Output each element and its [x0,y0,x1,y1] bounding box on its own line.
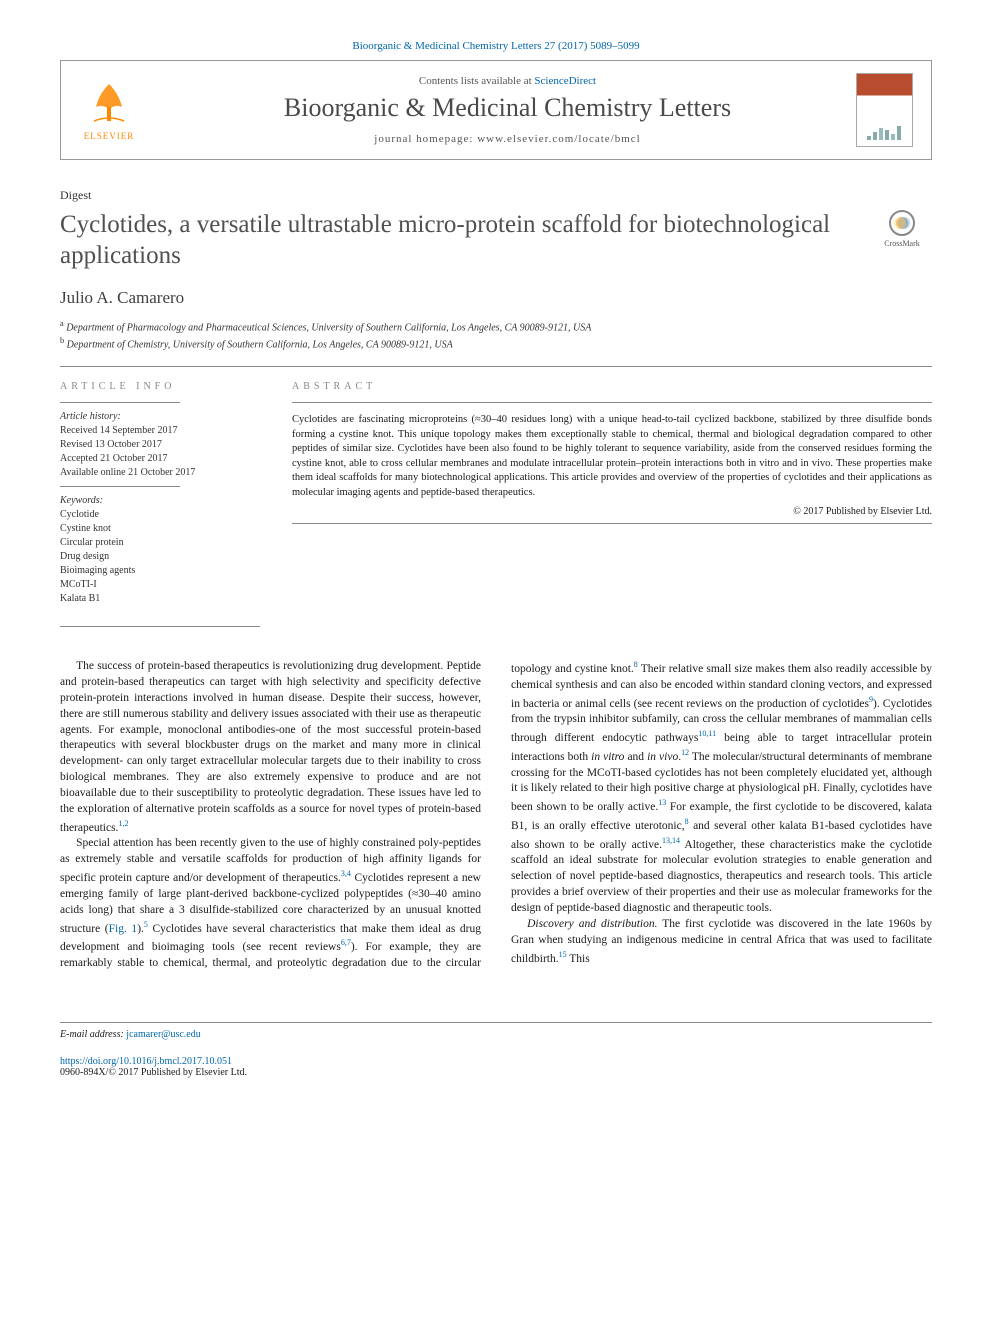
history-accepted: Accepted 21 October 2017 [60,452,260,466]
homepage-prefix: journal homepage: [374,133,477,145]
issn-copyright: 0960-894X/© 2017 Published by Elsevier L… [60,1067,247,1078]
citation-line: Bioorganic & Medicinal Chemistry Letters… [60,40,932,52]
author-name: Julio A. Camarero [60,288,932,308]
body-para-1: The success of protein-based therapeutic… [60,659,481,836]
homepage-url[interactable]: www.elsevier.com/locate/bmcl [477,133,641,145]
crossmark-badge[interactable]: CrossMark [872,209,932,248]
keyword-3: Drug design [60,550,260,564]
abstract-heading: ABSTRACT [292,381,932,392]
keyword-4: Bioimaging agents [60,564,260,578]
affiliation-a-text: Department of Pharmacology and Pharmaceu… [66,322,591,333]
author-email[interactable]: jcamarer@usc.edu [126,1029,200,1040]
article-info-heading: ARTICLE INFO [60,381,260,392]
keyword-1: Cystine knot [60,522,260,536]
article-info-column: ARTICLE INFO Article history: Received 1… [60,381,260,606]
in-vivo: in vivo [647,751,678,763]
p1-text: The success of protein-based therapeutic… [60,660,481,833]
body-text: The success of protein-based therapeutic… [60,659,932,972]
crossmark-label: CrossMark [872,239,932,248]
ref-1-2[interactable]: 1,2 [118,819,128,828]
publisher-logo: ELSEVIER [79,75,139,145]
journal-homepage-line: journal homepage: www.elsevier.com/locat… [159,133,856,145]
contents-prefix: Contents lists available at [419,75,534,87]
abstract-copyright: © 2017 Published by Elsevier Ltd. [292,506,932,517]
separator-rule [60,366,932,367]
in-vitro: in vitro [591,751,624,763]
ref-12[interactable]: 12 [681,748,689,757]
crossmark-icon [888,209,916,237]
fig1-link[interactable]: Fig. 1 [109,922,138,934]
and-text: and [624,751,647,763]
masthead: ELSEVIER Contents lists available at Sci… [60,60,932,160]
affiliation-a: a Department of Pharmacology and Pharmac… [60,318,932,335]
abstract-column: ABSTRACT Cyclotides are fascinating micr… [292,381,932,606]
history-revised: Revised 13 October 2017 [60,438,260,452]
info-bottom-rule [60,626,260,627]
masthead-center: Contents lists available at ScienceDirec… [159,75,856,145]
journal-name: Bioorganic & Medicinal Chemistry Letters [159,93,856,123]
section-discovery: Discovery and distribution. [527,918,657,930]
history-label: Article history: [60,411,260,422]
keyword-2: Circular protein [60,536,260,550]
page: Bioorganic & Medicinal Chemistry Letters… [0,0,992,1118]
history-received: Received 14 September 2017 [60,424,260,438]
abstract-rule [292,402,932,403]
doi-link[interactable]: https://doi.org/10.1016/j.bmcl.2017.10.0… [60,1056,232,1067]
keyword-5: MCoTI-I [60,578,260,592]
ref-13[interactable]: 13 [658,798,666,807]
publisher-name: ELSEVIER [84,131,135,141]
footer: E-mail address: jcamarer@usc.edu https:/… [60,1022,932,1078]
affiliation-b-text: Department of Chemistry, University of S… [67,339,453,350]
ref-3-4[interactable]: 3,4 [341,869,351,878]
body-para-4: Discovery and distribution. The first cy… [511,917,932,967]
info-abstract-row: ARTICLE INFO Article history: Received 1… [60,381,932,606]
journal-cover-thumbnail [856,73,913,147]
abstract-text: Cyclotides are fascinating microproteins… [292,413,932,500]
article-title: Cyclotides, a versatile ultrastable micr… [60,209,852,272]
affiliations: a Department of Pharmacology and Pharmac… [60,318,932,353]
elsevier-tree-icon [84,79,134,129]
email-label: E-mail address: [60,1029,126,1040]
keyword-6: Kalata B1 [60,592,260,606]
ref-13-14[interactable]: 13,14 [662,836,680,845]
ref-6-7[interactable]: 6,7 [341,938,351,947]
corresponding-email-line: E-mail address: jcamarer@usc.edu [60,1029,932,1040]
history-online: Available online 21 October 2017 [60,466,260,480]
keywords-label: Keywords: [60,495,260,506]
p3a: reviews [305,941,341,953]
contents-available-line: Contents lists available at ScienceDirec… [159,75,856,87]
article-type: Digest [60,188,932,203]
abstract-bottom-rule [292,523,932,524]
ref-15[interactable]: 15 [559,950,567,959]
keyword-0: Cyclotide [60,508,260,522]
doi-block: https://doi.org/10.1016/j.bmcl.2017.10.0… [60,1056,932,1078]
ref-10-11[interactable]: 10,11 [698,729,716,738]
info-rule-2 [60,486,180,487]
sciencedirect-link[interactable]: ScienceDirect [534,75,596,87]
p2c: ). [137,922,144,934]
affiliation-b: b Department of Chemistry, University of… [60,335,932,352]
info-rule [60,402,180,403]
p4c: This [567,952,590,964]
